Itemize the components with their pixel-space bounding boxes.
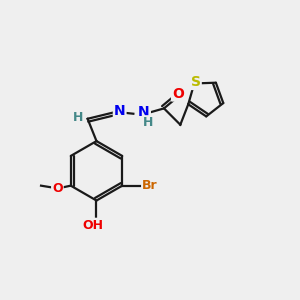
- Text: H: H: [143, 116, 153, 129]
- Text: OH: OH: [82, 219, 103, 232]
- Text: N: N: [138, 105, 150, 119]
- Text: H: H: [73, 111, 83, 124]
- Text: N: N: [114, 104, 125, 118]
- Text: S: S: [191, 75, 201, 89]
- Text: O: O: [52, 182, 63, 195]
- Text: Br: Br: [142, 179, 158, 192]
- Text: O: O: [172, 86, 184, 100]
